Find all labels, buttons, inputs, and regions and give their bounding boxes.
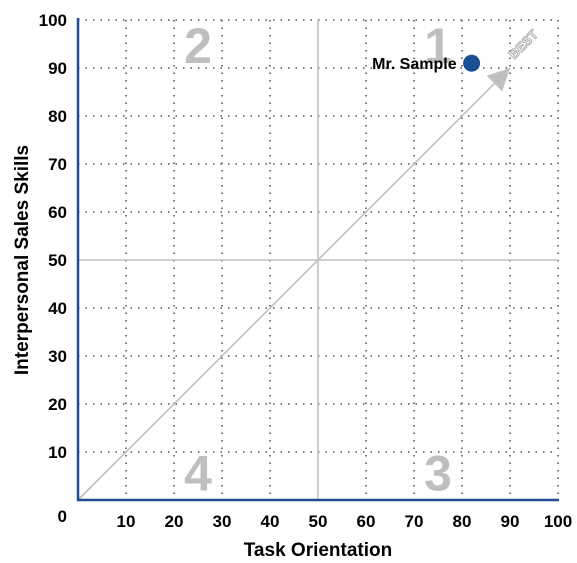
y-tick-label: 50: [48, 251, 67, 270]
data-point: [463, 54, 481, 72]
quadrant-label-1: 1: [424, 18, 452, 74]
best-label: BEST: [506, 27, 541, 62]
y-tick-label: 90: [48, 59, 67, 78]
x-tick-label: 70: [405, 512, 424, 531]
y-axis-title: Interpersonal Sales Skills: [12, 145, 33, 375]
y-tick-label: 80: [48, 107, 67, 126]
quadrant-label-2: 2: [184, 18, 212, 74]
axis-layer: [76, 18, 559, 502]
y-tick-label: 40: [48, 299, 67, 318]
y-tick-label: 100: [39, 11, 67, 30]
quadrant-label-4: 4: [184, 445, 212, 501]
x-tick-label: 100: [544, 512, 572, 531]
point-layer: Mr. Sample: [372, 54, 481, 73]
y-tick-label: 30: [48, 347, 67, 366]
diagonal-layer: BEST: [77, 26, 541, 501]
tick-labels: 10 20 30 40 50 60 70 80 90 100 0 10 20 30 40 50 60 70 80 90…: [39, 11, 573, 531]
x-axis-title: Task Orientation: [244, 540, 393, 561]
x-tick-label: 20: [165, 512, 184, 531]
x-tick-label: 60: [357, 512, 376, 531]
x-tick-label: 90: [501, 512, 520, 531]
x-tick-label: 10: [117, 512, 136, 531]
y-tick-label: 20: [48, 395, 67, 414]
data-point-label: Mr. Sample: [372, 56, 457, 73]
best-arrow-icon: [486, 68, 510, 92]
quadrant-label-3: 3: [424, 445, 452, 501]
y-tick-label: 0: [58, 507, 67, 526]
x-tick-label: 50: [309, 512, 328, 531]
y-tick-label: 70: [48, 155, 67, 174]
y-tick-label: 10: [48, 443, 67, 462]
diagonal-line: [77, 67, 511, 501]
x-tick-label: 40: [261, 512, 280, 531]
x-tick-label: 30: [213, 512, 232, 531]
quadrant-labels: 1 2 3 4: [184, 18, 452, 501]
x-tick-label: 80: [453, 512, 472, 531]
y-tick-label: 60: [48, 203, 67, 222]
